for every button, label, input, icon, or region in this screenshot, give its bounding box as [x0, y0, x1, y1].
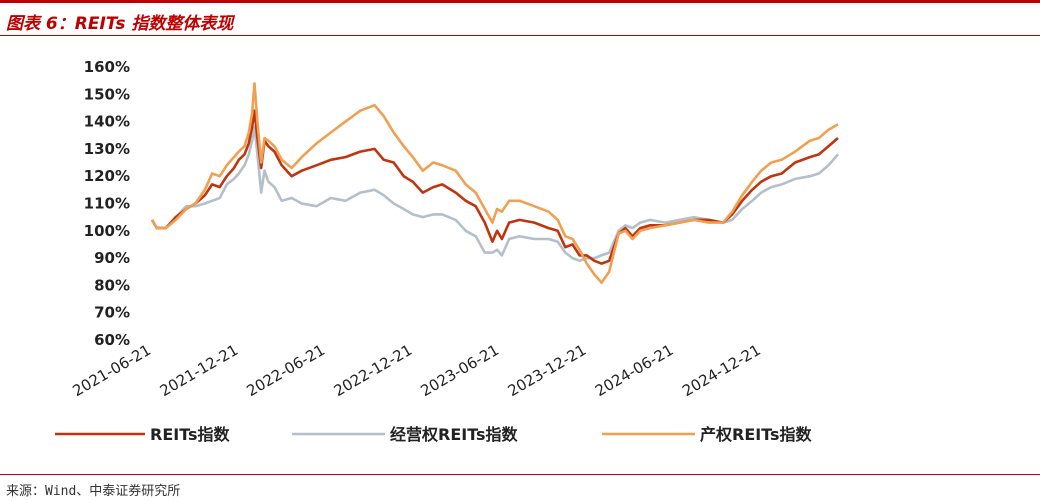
- x-tick-label: 2022-06-21: [243, 341, 328, 400]
- y-tick-label: 80%: [94, 276, 130, 294]
- x-tick-label: 2021-12-21: [157, 341, 242, 400]
- chart-area: 60% 70% 80% 90% 100% 110% 120% 130% 140% 150% 160%…: [55, 58, 839, 444]
- y-tick-label: 140%: [84, 113, 130, 131]
- series-line-2: [150, 82, 839, 284]
- x-tick-label: 2022-12-21: [331, 341, 416, 400]
- y-tick-label: 150%: [84, 85, 130, 103]
- source-note: 来源：Wind、中泰证券研究所: [6, 484, 181, 499]
- x-tick-label: 2021-06-21: [69, 341, 154, 400]
- x-tick-label: 2023-12-21: [505, 341, 590, 400]
- y-tick-label: 90%: [94, 249, 130, 267]
- chart-title: 图表 6：REITs 指数整体表现: [6, 14, 234, 34]
- y-tick-label: 110%: [84, 195, 130, 213]
- y-tick-label: 160%: [84, 58, 130, 76]
- y-axis: 60% 70% 80% 90% 100% 110% 120% 130% 140% 150% 160%: [84, 58, 130, 349]
- x-tick-label: 2024-06-21: [592, 341, 677, 400]
- y-tick-label: 100%: [84, 222, 130, 240]
- legend-label-1: 经营权REITs指数: [390, 425, 519, 444]
- series-line-1: [150, 125, 839, 263]
- legend: REITs指数 经营权REITs指数 产权REITs指数: [55, 425, 813, 444]
- title-rule: [0, 35, 1040, 36]
- y-tick-label: 70%: [94, 304, 130, 322]
- x-tick-label: 2023-06-21: [417, 341, 502, 400]
- series-lines: [150, 82, 839, 284]
- legend-label-2: 产权REITs指数: [700, 425, 813, 444]
- y-tick-label: 130%: [84, 140, 130, 158]
- y-tick-label: 120%: [84, 167, 130, 185]
- x-tick-label: 2024-12-21: [679, 341, 764, 400]
- legend-label-0: REITs指数: [150, 425, 231, 444]
- y-tick-label: 60%: [94, 331, 130, 349]
- top-rule: [0, 0, 1040, 3]
- footer-rule: [0, 474, 1040, 475]
- x-axis: 2021-06-21 2021-12-21 2022-06-21 2022-12-21…: [69, 341, 763, 400]
